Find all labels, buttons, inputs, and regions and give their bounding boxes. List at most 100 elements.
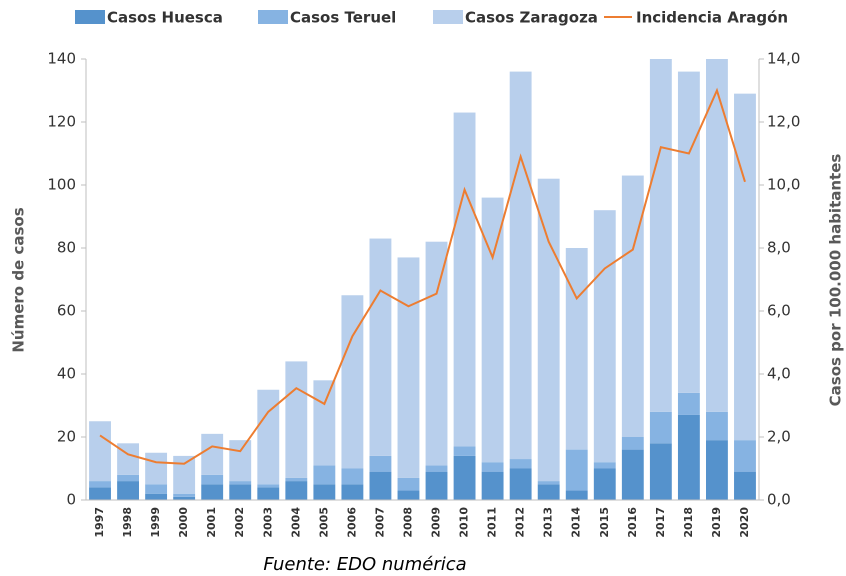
legend-label: Casos Huesca — [107, 9, 223, 27]
x-tick-label: 2011 — [486, 507, 499, 538]
x-tick-label: 2015 — [598, 507, 611, 538]
x-tick-label: 2013 — [542, 507, 555, 538]
bar — [565, 490, 588, 500]
x-tick-label: 2010 — [458, 507, 471, 538]
x-tick-label: 1999 — [149, 507, 162, 538]
y2-tick-label: 4,0 — [767, 365, 791, 383]
bar — [734, 440, 756, 472]
bar — [369, 471, 392, 500]
bar — [117, 481, 139, 500]
bar — [117, 474, 139, 482]
y2-tick-label: 8,0 — [767, 239, 791, 257]
bar — [201, 484, 224, 500]
bar — [677, 414, 700, 500]
bar — [229, 484, 252, 500]
bar — [89, 487, 111, 500]
bar — [677, 392, 700, 415]
x-tick-label: 2019 — [710, 507, 723, 538]
bar — [593, 468, 616, 500]
bar — [397, 257, 420, 478]
bar — [509, 459, 532, 469]
bar — [285, 477, 308, 482]
x-tick-label: 2005 — [317, 507, 330, 538]
bar — [145, 484, 168, 494]
bar — [565, 248, 588, 450]
bar — [173, 496, 196, 500]
y2-tick-label: 6,0 — [767, 302, 791, 320]
y-tick-label: 80 — [57, 239, 76, 257]
bar — [565, 449, 588, 491]
bar — [677, 71, 700, 393]
bar — [201, 433, 224, 475]
x-tick-label: 2007 — [373, 507, 386, 538]
bar — [369, 455, 392, 472]
bar — [509, 468, 532, 500]
y2-tick-label: 12,0 — [767, 113, 800, 131]
bar — [593, 210, 616, 463]
bar — [537, 178, 560, 482]
bar — [425, 471, 448, 500]
bar — [649, 411, 672, 444]
x-tick-label: 2006 — [345, 507, 358, 538]
legend-label: Casos Teruel — [290, 9, 396, 27]
bar — [341, 468, 364, 485]
x-tick-label: 2017 — [654, 507, 667, 538]
line — [99, 87, 746, 465]
bar — [481, 471, 504, 500]
bar — [593, 462, 616, 469]
bar — [621, 437, 644, 450]
bar — [481, 197, 504, 463]
x-tick-label: 2003 — [261, 507, 274, 538]
x-tick-label: 2001 — [205, 507, 218, 538]
bar — [453, 455, 476, 500]
bar — [537, 484, 560, 500]
bar — [257, 484, 280, 488]
x-tick-label: 2018 — [682, 507, 695, 538]
bar — [621, 175, 644, 438]
legend-swatch — [258, 10, 288, 24]
bar — [734, 93, 756, 441]
legend-label: Casos Zaragoza — [465, 9, 598, 27]
legend-swatch — [75, 10, 105, 24]
x-tick-label: 2009 — [430, 507, 443, 538]
y-tick-label: 20 — [57, 428, 76, 446]
y2-tick-label: 14,0 — [767, 50, 800, 68]
x-tick-label: 2000 — [177, 507, 190, 538]
bar — [285, 481, 308, 500]
y2-tick-label: 0,0 — [767, 491, 791, 509]
bar — [173, 455, 196, 494]
x-tick-label: 2016 — [626, 507, 639, 538]
bar — [425, 465, 448, 472]
bar — [425, 241, 448, 466]
bar — [453, 112, 476, 447]
bar — [509, 71, 532, 460]
x-tick-label: 1997 — [93, 507, 106, 538]
bar — [313, 484, 336, 500]
x-tick-label: 2004 — [289, 507, 302, 538]
x-tick-label: 2002 — [233, 507, 246, 538]
bar — [706, 411, 728, 441]
y2-tick-label: 2,0 — [767, 428, 791, 446]
x-tick-label: 2014 — [570, 507, 583, 538]
bar — [397, 477, 420, 491]
y-tick-label: 60 — [57, 302, 76, 320]
x-tick-label: 2020 — [738, 507, 751, 538]
bar — [313, 465, 336, 485]
x-tick-label: 2008 — [401, 507, 414, 538]
bar — [397, 490, 420, 500]
y-tick-label: 40 — [57, 365, 76, 383]
y-tick-label: 0 — [66, 491, 76, 509]
bar — [649, 443, 672, 500]
legend-label: Incidencia Aragón — [636, 9, 788, 27]
bar — [229, 440, 252, 482]
y-tick-label: 120 — [47, 113, 76, 131]
bar — [89, 421, 111, 482]
bar — [341, 484, 364, 500]
bar — [537, 481, 560, 485]
bar — [313, 380, 336, 466]
bar — [173, 493, 196, 497]
bar — [649, 59, 672, 412]
x-tick-label: 2012 — [514, 507, 527, 538]
bar — [621, 449, 644, 500]
